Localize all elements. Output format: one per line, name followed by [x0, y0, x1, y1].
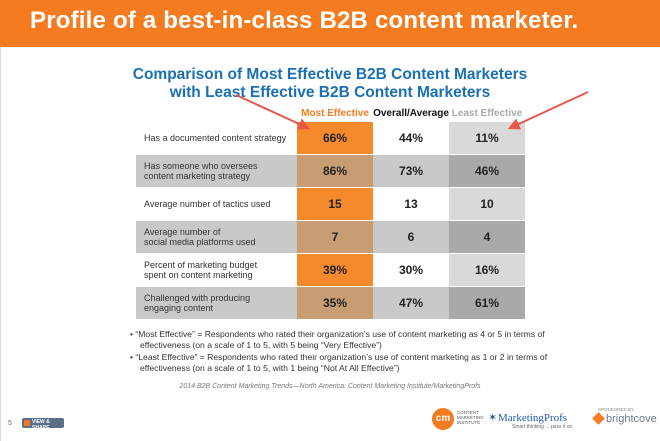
definitions-notes: • “Most Effective” = Respondents who rat… — [130, 329, 550, 375]
most-effective-value: 35% — [297, 287, 373, 320]
table-row: Average number of social media platforms … — [136, 221, 525, 254]
overall-average-value: 6 — [373, 221, 449, 254]
overall-average-value: 73% — [373, 155, 449, 188]
row-label-line: Percent of marketing budget — [144, 259, 258, 270]
cmi-mark: cm — [432, 408, 454, 430]
overall-average-value: 13 — [373, 188, 449, 221]
most-effective-value: 15 — [297, 188, 373, 221]
least-effective-value: 11% — [449, 122, 525, 155]
row-label-line: spent on content marketing — [144, 270, 253, 280]
row-label-line: Average number of tactics used — [144, 198, 271, 209]
least-effective-value: 46% — [449, 155, 525, 188]
brightcove-logo: brightcove — [592, 412, 657, 425]
marketingprofs-star-icon: ✶ — [488, 412, 498, 424]
row-label-line: engaging content — [144, 303, 214, 313]
least-effective-value: 4 — [449, 221, 525, 254]
row-label-line: content marketing strategy — [144, 171, 251, 181]
marketingprofs-logo: MarketingProfs — [498, 412, 568, 424]
note-most-effective: • “Most Effective” = Respondents who rat… — [130, 329, 545, 350]
view-share-label: VIEW & SHARE — [32, 419, 50, 431]
row-label-line: Challenged with producing — [144, 292, 251, 303]
table-row: Percent of marketing budget spent on cont… — [136, 254, 525, 287]
row-label: Has a documented content strategy — [136, 122, 297, 155]
cmi-name: CONTENT MARKETING INSTITUTE — [457, 410, 484, 425]
table-row: Has someone who oversees content marketin… — [136, 155, 525, 188]
table-row: Has a documented content strategy 66% 44… — [136, 122, 525, 155]
row-label-line: social media platforms used — [144, 237, 256, 247]
row-label: Percent of marketing budget spent on cont… — [136, 254, 297, 287]
page-number: 5 — [8, 420, 12, 427]
least-effective-value: 16% — [449, 254, 525, 287]
share-icon — [24, 420, 30, 426]
header-banner: Profile of a best-in-class B2B content m… — [0, 0, 660, 47]
least-effective-value: 61% — [449, 287, 525, 320]
header-blank — [136, 105, 297, 122]
marketingprofs-tagline: Smart thinking ... pass it on. — [512, 424, 574, 430]
most-effective-value: 86% — [297, 155, 373, 188]
column-header-most-effective: Most Effective — [301, 108, 369, 119]
overall-average-value: 44% — [373, 122, 449, 155]
note-least-effective: • “Least Effective” = Respondents who ra… — [130, 352, 548, 373]
column-header-least-effective: Least Effective — [451, 108, 523, 119]
table-header-row: Most Effective Overall/Average Least Eff… — [136, 105, 525, 122]
sponsored-label: SPONSORED BY — [598, 407, 635, 412]
page-title: Profile of a best-in-class B2B content m… — [30, 7, 579, 34]
subtitle-line-1: Comparison of Most Effective B2B Content… — [132, 66, 528, 83]
row-label: Average number of social media platforms … — [136, 221, 297, 254]
overall-average-value: 30% — [373, 254, 449, 287]
subtitle-line-2: with Least Effective B2B Content Markete… — [169, 84, 491, 101]
most-effective-value: 7 — [297, 221, 373, 254]
comparison-table: Most Effective Overall/Average Least Eff… — [136, 105, 525, 320]
row-label: Has someone who oversees content marketin… — [136, 155, 297, 188]
table-row: Average number of tactics used 15 13 10 — [136, 188, 525, 221]
brightcove-mark-icon — [592, 412, 605, 425]
row-label: Challenged with producing engaging conten… — [136, 287, 297, 320]
most-effective-value: 66% — [297, 122, 373, 155]
view-share-button[interactable]: VIEW & SHARE — [22, 418, 64, 431]
row-label: Average number of tactics used — [136, 188, 297, 221]
source-citation: 2014 B2B Content Marketing Trends—North … — [179, 383, 481, 390]
overall-average-value: 47% — [373, 287, 449, 320]
least-effective-value: 10 — [449, 188, 525, 221]
row-label-line: Average number of — [144, 226, 221, 237]
table-row: Challenged with producing engaging conten… — [136, 287, 525, 320]
most-effective-value: 39% — [297, 254, 373, 287]
row-label-line: Has a documented content strategy — [144, 132, 287, 143]
row-label-line: Has someone who oversees — [144, 160, 258, 171]
brightcove-name: brightcove — [606, 413, 657, 425]
column-header-overall-average: Overall/Average — [373, 108, 449, 119]
